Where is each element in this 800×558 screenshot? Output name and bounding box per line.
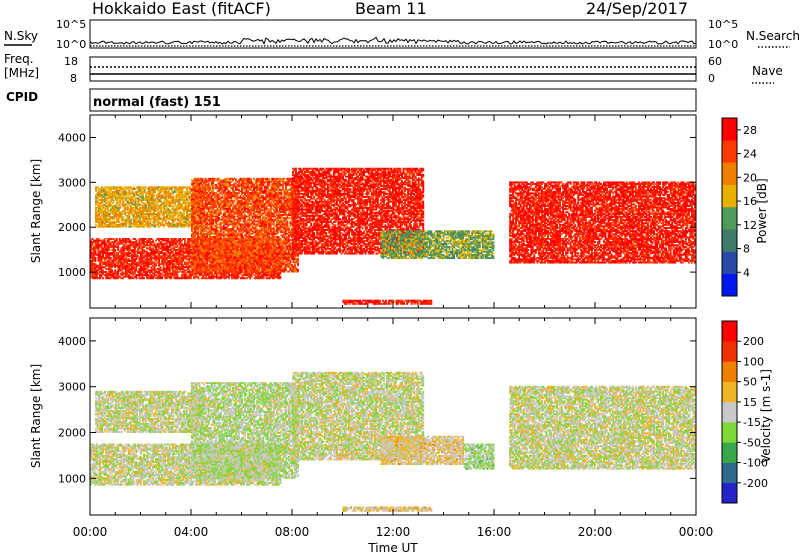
station-title: Hokkaido East (fitACF) — [92, 0, 271, 18]
data-cell — [102, 277, 104, 279]
freq-tick-bottom: 8 — [70, 72, 77, 85]
cpid-label: CPID — [6, 90, 38, 104]
nave-tick-bottom: 0 — [708, 72, 715, 85]
freq-tick-top: 18 — [64, 55, 78, 68]
nsky-trace — [90, 37, 696, 46]
data-cell — [172, 196, 174, 198]
freq-label: Freq. — [4, 52, 34, 66]
nsearch-label: N.Search — [746, 29, 800, 43]
nsky-tick-bottom: 10^0 — [56, 38, 86, 51]
freq-unit: [MHz] — [4, 66, 39, 80]
data-cell — [110, 257, 112, 259]
data-cell — [199, 266, 201, 268]
nsky-label: N.Sky — [4, 29, 38, 43]
nsky-tick-top-right: 10^5 — [708, 18, 738, 31]
nsky-line — [90, 37, 696, 44]
nsky-tick-bottom-right: 10^0 — [708, 38, 738, 51]
data-cell — [152, 240, 154, 242]
cpid-text: normal (fast) 151 — [93, 95, 221, 110]
date-title: 24/Sep/2017 — [586, 0, 688, 18]
data-cell — [104, 238, 106, 240]
data-cell — [114, 249, 116, 251]
nsky-tick-top: 10^5 — [56, 18, 86, 31]
data-cell — [160, 266, 162, 268]
nave-tick-top: 60 — [708, 55, 722, 68]
freq-panel: Freq. [MHz] 18 8 60 0 Nave — [4, 52, 783, 85]
data-cell — [95, 257, 97, 259]
data-cell — [135, 240, 137, 242]
nave-label: Nave — [752, 64, 783, 78]
beam-title: Beam 11 — [355, 0, 427, 18]
cpid-panel: CPID normal (fast) 151 — [6, 89, 696, 111]
data-cell — [122, 216, 124, 218]
data-cell — [116, 238, 118, 240]
data-cell — [279, 276, 281, 278]
data-cell — [184, 238, 186, 240]
data-cell — [143, 277, 145, 279]
power-data — [90, 168, 697, 305]
nsky-panel: N.Sky 10^5 10^0 10^5 10^0 N.Search — [4, 18, 800, 51]
data-cell — [218, 249, 220, 251]
